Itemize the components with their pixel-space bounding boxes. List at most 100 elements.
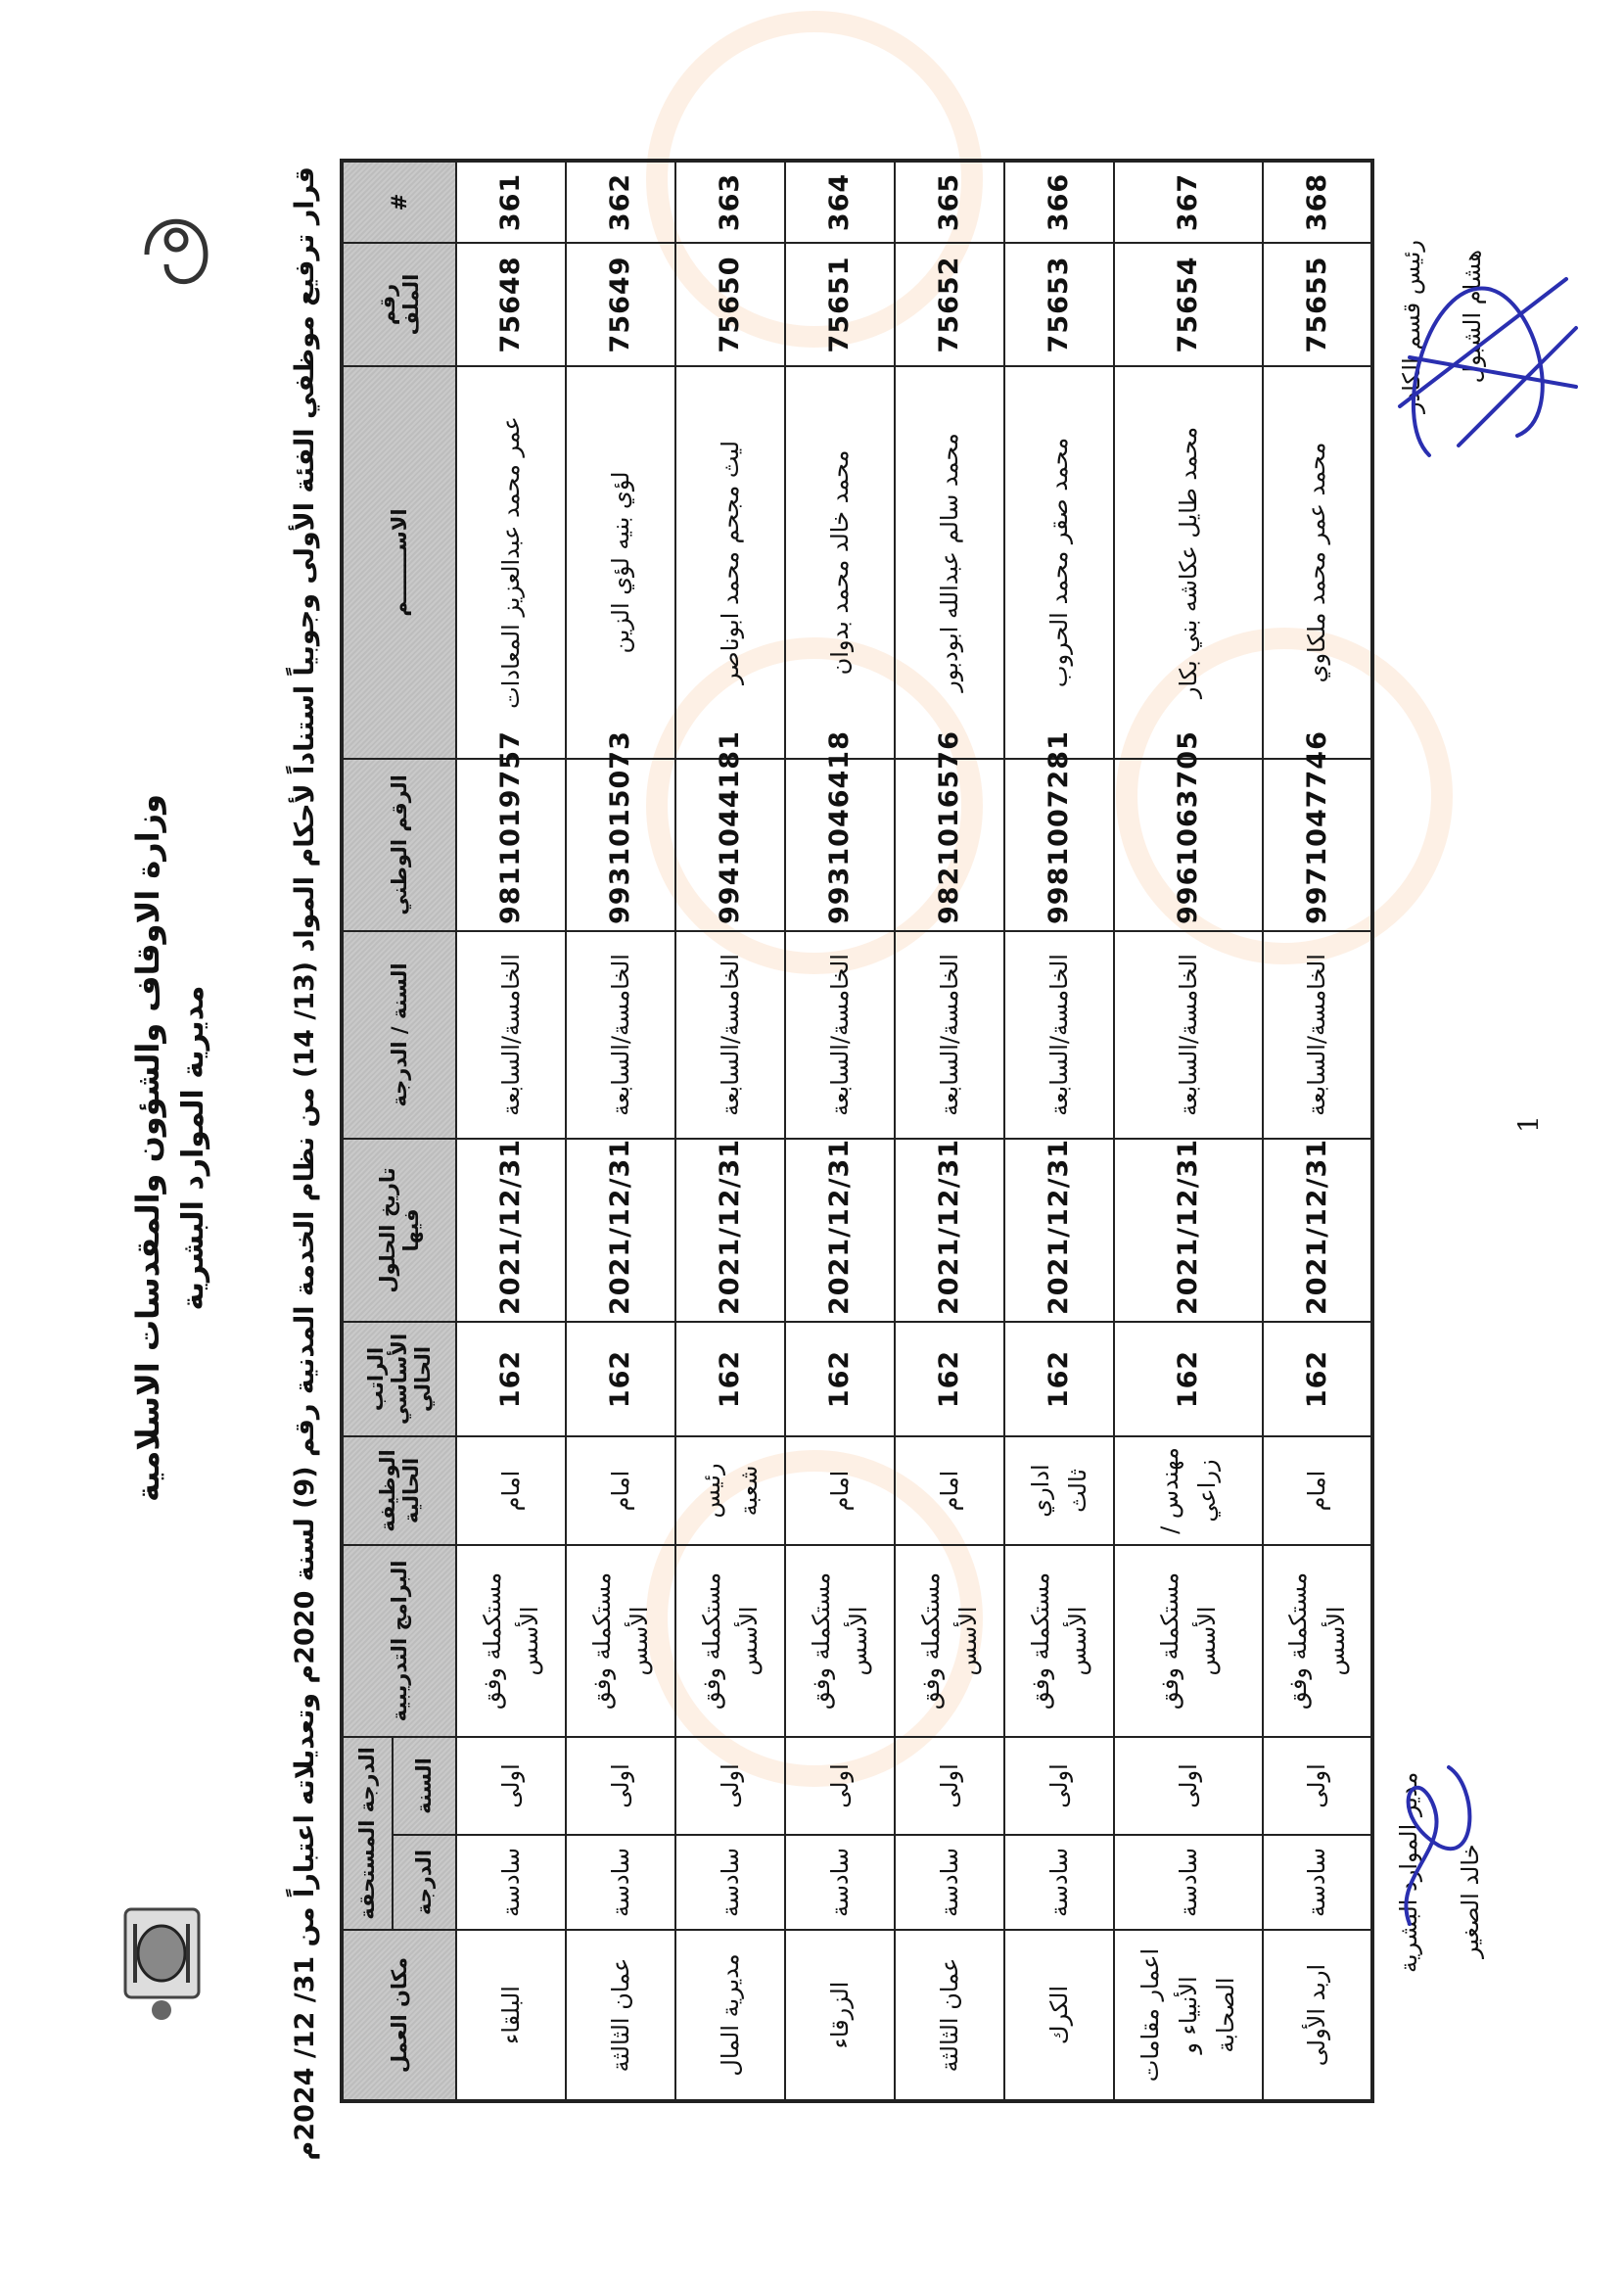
table-row: 364 75651 محمد خالد محمد بدوان 9931046418 ال… <box>785 160 895 2101</box>
column-header-year-grade: السنة / الدرجة <box>342 930 456 1139</box>
employee-name-cell: محمد سالم عبدالله ابودبور <box>895 365 1004 759</box>
training-programs-cell: مستكملة وفق الأسس <box>785 1544 895 1737</box>
training-programs-cell: مستكملة وفق الأسس <box>675 1544 785 1737</box>
table-row: 367 75654 محمد طايل عكاشه بني بكار 99610637… <box>1114 160 1263 2101</box>
entitled-grade-cell: سادسة <box>566 1834 675 1930</box>
entitled-year-cell: اولى <box>1004 1736 1114 1835</box>
year-grade-cell: الخامسة/السابعة <box>566 930 675 1139</box>
current-job-cell: امام <box>785 1435 895 1545</box>
column-header-workplace: مكان العمل <box>342 1930 456 2101</box>
effective-date-cell: 2021/12/31 <box>675 1139 785 1322</box>
file-number-cell: 75653 <box>1004 242 1114 366</box>
entitled-grade-cell: سادسة <box>456 1834 566 1930</box>
entitled-grade-cell: سادسة <box>1004 1834 1114 1930</box>
national-id-cell: 9931046418 <box>785 730 895 931</box>
workplace-cell: اعمار مقامات الأنبياء و الصحابة <box>1114 1930 1263 2101</box>
file-number-cell: 75652 <box>895 242 1004 366</box>
file-number-cell: 75649 <box>566 242 675 366</box>
row-index-cell: 365 <box>895 160 1004 243</box>
national-id-cell: 9811019757 <box>456 730 566 931</box>
entitled-grade-cell: سادسة <box>1263 1834 1372 1930</box>
table-row: 363 75650 ليث مجحم محمد ابوناصر 9941044181 ا… <box>675 160 785 2101</box>
effective-date-cell: 2021/12/31 <box>456 1139 566 1322</box>
effective-date-cell: 2021/12/31 <box>1263 1139 1372 1322</box>
page-number: 1 <box>1512 1115 1545 1133</box>
training-programs-cell: مستكملة وفق الأسس <box>895 1544 1004 1737</box>
entitled-year-cell: اولى <box>895 1736 1004 1835</box>
year-grade-cell: الخامسة/السابعة <box>675 930 785 1139</box>
table-row: 361 75648 عمر محمد عبدالعزيز المعادات 98110… <box>456 160 566 2101</box>
table-body: 361 75648 عمر محمد عبدالعزيز المعادات 98110… <box>456 160 1372 2101</box>
table-row: 362 75649 لؤي بنيه لؤي الزين 9931015073 الخا… <box>566 160 675 2101</box>
basic-salary-cell: 162 <box>1114 1321 1263 1436</box>
national-id-cell: 9981007281 <box>1004 730 1114 931</box>
basic-salary-cell: 162 <box>1263 1321 1372 1436</box>
current-job-cell: امام <box>1263 1435 1372 1545</box>
file-number-cell: 75654 <box>1114 242 1263 366</box>
current-job-cell: امام <box>566 1435 675 1545</box>
national-id-cell: 9931015073 <box>566 730 675 931</box>
workplace-cell: مديرية المال <box>675 1930 785 2101</box>
column-header-name: الاســـــــم <box>342 365 456 759</box>
ministry-logo-icon <box>144 218 209 284</box>
employee-name-cell: محمد طايل عكاشه بني بكار <box>1114 365 1263 759</box>
entitled-year-cell: اولى <box>785 1736 895 1835</box>
table-row: 365 75652 محمد سالم عبدالله ابودبور 9821016… <box>895 160 1004 2101</box>
entitled-grade-cell: سادسة <box>1114 1834 1263 1930</box>
column-header-entitled-year: السنة <box>393 1736 456 1835</box>
column-header-file-no: رقم الملف <box>342 242 456 366</box>
column-header-date: تاريخ الحلول فيها <box>342 1138 456 1322</box>
effective-date-cell: 2021/12/31 <box>785 1139 895 1322</box>
entitled-year-cell: اولى <box>1263 1736 1372 1835</box>
entitled-grade-cell: سادسة <box>785 1834 895 1930</box>
effective-date-cell: 2021/12/31 <box>1114 1139 1263 1322</box>
training-programs-cell: مستكملة وفق الأسس <box>1263 1544 1372 1737</box>
column-header-salary: الراتب الأساسي الحالي <box>342 1321 456 1436</box>
current-job-cell: امام <box>456 1435 566 1545</box>
workplace-cell: عمان الثالثة <box>566 1930 675 2101</box>
national-id-cell: 9961063705 <box>1114 730 1263 931</box>
effective-date-cell: 2021/12/31 <box>895 1139 1004 1322</box>
entitled-grade-cell: سادسة <box>895 1834 1004 1930</box>
training-programs-cell: مستكملة وفق الأسس <box>456 1544 566 1737</box>
employee-name-cell: محمد خالد محمد بدوان <box>785 365 895 759</box>
row-index-cell: 361 <box>456 160 566 243</box>
column-header-national-id: الرقم الوطني <box>342 758 456 931</box>
entitled-year-cell: اولى <box>566 1736 675 1835</box>
ministry-name: وزارة الاوقاف والشؤون والمقدسات الاسلامي… <box>129 794 166 1503</box>
effective-date-cell: 2021/12/31 <box>1004 1139 1114 1322</box>
training-programs-cell: مستكملة وفق الأسس <box>1004 1544 1114 1737</box>
promotion-table: # رقم الملف الاســـــــم الرقم الوطني ال… <box>340 158 1374 2103</box>
cadre-head-signature <box>1398 277 1578 457</box>
year-grade-cell: الخامسة/السابعة <box>1004 930 1114 1139</box>
column-header-index: # <box>342 160 456 243</box>
column-header-entitled: الدرجة المستحقة <box>342 1736 393 1930</box>
row-index-cell: 362 <box>566 160 675 243</box>
employee-name-cell: لؤي بنيه لؤي الزين <box>566 365 675 759</box>
column-header-entitled-grade: الدرجة <box>393 1834 456 1930</box>
basic-salary-cell: 162 <box>566 1321 675 1436</box>
employee-name-cell: محمد عمر محمد ملكاوي <box>1263 365 1372 759</box>
current-job-cell: رئيس شعبة <box>675 1435 785 1545</box>
workplace-cell: الزرقاء <box>785 1930 895 2101</box>
row-index-cell: 367 <box>1114 160 1263 243</box>
decision-title: قرار ترفيع موظفي الفئة الأولى وجوبياً اس… <box>290 166 320 2161</box>
column-header-job: الوظيفة الحالية <box>342 1435 456 1545</box>
department-name: مديرية الموارد البشرية <box>176 985 210 1311</box>
basic-salary-cell: 162 <box>785 1321 895 1436</box>
effective-date-cell: 2021/12/31 <box>566 1139 675 1322</box>
entitled-year-cell: اولى <box>456 1736 566 1835</box>
current-job-cell: امام <box>895 1435 1004 1545</box>
row-index-cell: 363 <box>675 160 785 243</box>
basic-salary-cell: 162 <box>1004 1321 1114 1436</box>
row-index-cell: 368 <box>1263 160 1372 243</box>
employee-name-cell: عمر محمد عبدالعزيز المعادات <box>456 365 566 759</box>
basic-salary-cell: 162 <box>456 1321 566 1436</box>
row-index-cell: 364 <box>785 160 895 243</box>
basic-salary-cell: 162 <box>675 1321 785 1436</box>
basic-salary-cell: 162 <box>895 1321 1004 1436</box>
current-job-cell: مهندس /زراعي <box>1114 1435 1263 1545</box>
workplace-cell: اربد الأولى <box>1263 1930 1372 2101</box>
workplace-cell: الكرك <box>1004 1930 1114 2101</box>
